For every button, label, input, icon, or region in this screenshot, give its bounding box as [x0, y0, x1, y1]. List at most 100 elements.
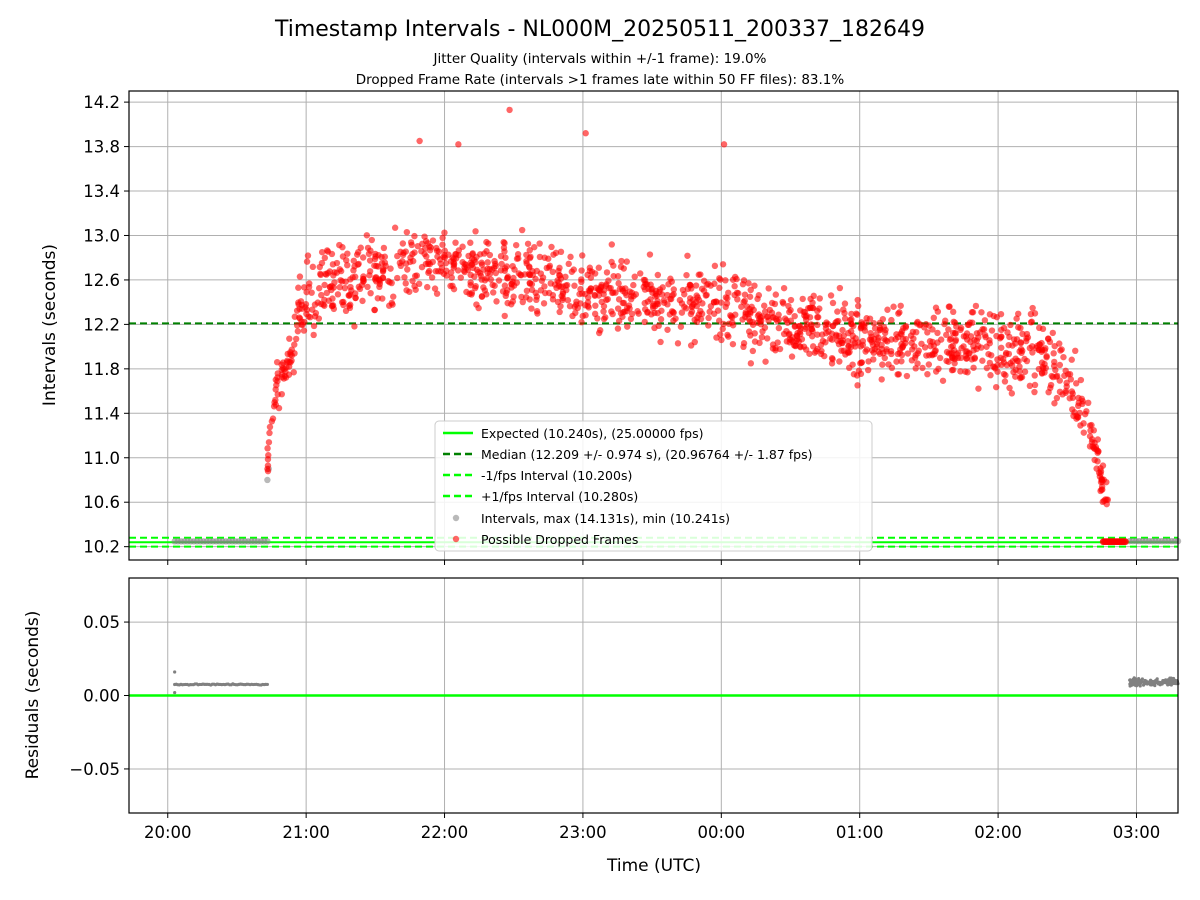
- dropped-point: [294, 328, 302, 335]
- dropped-point: [585, 304, 592, 311]
- dropped-point: [322, 270, 329, 278]
- dropped-point: [881, 329, 889, 337]
- dropped-point: [1001, 378, 1009, 385]
- dropped-point: [587, 274, 595, 281]
- dropped-point: [705, 314, 712, 322]
- dropped-point: [1031, 381, 1039, 389]
- dropped-point: [528, 281, 536, 288]
- dropped-point: [439, 241, 446, 248]
- dropped-point: [518, 226, 526, 234]
- dropped-point: [523, 287, 531, 295]
- top-ytick-label: 12.6: [83, 271, 120, 290]
- dropped-point: [548, 243, 555, 251]
- dropped-point: [684, 252, 691, 259]
- dropped-point: [751, 282, 758, 289]
- dropped-point: [1045, 335, 1052, 343]
- dropped-point: [806, 304, 814, 312]
- dropped-point: [814, 345, 821, 353]
- dropped-point: [720, 141, 728, 148]
- dropped-point: [1081, 410, 1089, 418]
- dropped-point: [293, 322, 301, 329]
- dropped-point: [441, 229, 448, 236]
- dropped-point: [403, 228, 411, 236]
- dropped-point: [936, 354, 944, 362]
- dropped-point: [607, 284, 614, 292]
- dropped-point: [461, 268, 468, 276]
- dropped-point: [924, 370, 931, 378]
- dropped-point: [1027, 319, 1035, 326]
- dropped-point: [850, 322, 857, 330]
- dropped-point: [1038, 370, 1046, 377]
- dropped-point: [794, 329, 801, 337]
- dropped-point: [817, 350, 825, 358]
- dropped-point: [648, 311, 655, 318]
- intervals-panel: 10.2 10.6 11.0 11.4 11.8 12.2 12.6 13.0 13.4 13.8…: [83, 90, 1182, 565]
- dropped-point: [640, 276, 648, 284]
- dropped-point: [627, 315, 635, 323]
- dropped-point: [309, 263, 317, 271]
- dropped-point: [265, 439, 273, 446]
- dropped-point: [672, 315, 679, 322]
- dropped-point: [292, 335, 300, 343]
- dropped-point: [757, 321, 765, 328]
- dropped-point: [923, 352, 930, 359]
- dropped-point: [1057, 347, 1064, 354]
- dropped-point: [491, 257, 498, 265]
- residual-point: [1169, 682, 1173, 686]
- dropped-point: [352, 294, 359, 302]
- dropped-point: [528, 305, 535, 312]
- dropped-point: [876, 350, 884, 357]
- dropped-point: [316, 263, 323, 271]
- dropped-point: [670, 309, 677, 317]
- dropped-point: [478, 276, 485, 283]
- dropped-point: [879, 361, 886, 368]
- dropped-point: [822, 339, 829, 346]
- dropped-point: [498, 260, 505, 268]
- dropped-point: [310, 331, 317, 339]
- dropped-point: [799, 295, 806, 303]
- dropped-point: [761, 308, 769, 315]
- dropped-point: [1006, 384, 1013, 392]
- dropped-point: [374, 295, 381, 302]
- top-ytick-label: 14.2: [83, 93, 120, 112]
- dropped-point: [844, 337, 852, 345]
- dropped-point: [952, 330, 959, 337]
- dropped-point: [578, 267, 585, 274]
- dropped-point: [471, 273, 478, 280]
- dropped-point: [729, 340, 737, 348]
- dropped-point: [702, 292, 710, 299]
- dropped-point: [1010, 336, 1018, 343]
- dropped-point: [1016, 368, 1023, 375]
- dropped-point: [447, 282, 454, 290]
- dropped-point: [873, 331, 880, 338]
- dropped-point: [791, 312, 798, 320]
- dropped-point: [998, 326, 1005, 334]
- dropped-point: [412, 272, 419, 280]
- dropped-point: [716, 284, 723, 292]
- dropped-point: [866, 315, 874, 322]
- dropped-point: [431, 285, 439, 292]
- dropped-point: [264, 456, 272, 463]
- dropped-point: [1043, 352, 1050, 360]
- dropped-point: [698, 285, 706, 292]
- dropped-point: [833, 331, 840, 339]
- time-xtick-label: 21:00: [282, 823, 330, 842]
- dropped-point: [929, 326, 936, 333]
- dropped-point: [356, 285, 364, 293]
- dropped-point: [761, 302, 768, 309]
- residual-point: [1141, 683, 1146, 687]
- dropped-point: [273, 358, 281, 366]
- dropped-point: [515, 255, 522, 262]
- dropped-point: [838, 347, 845, 354]
- dropped-point: [342, 278, 349, 285]
- dropped-point: [618, 257, 625, 265]
- dropped-point: [315, 285, 323, 292]
- dropped-point: [403, 287, 410, 294]
- dropped-point: [351, 263, 358, 270]
- dropped-point: [396, 259, 404, 267]
- dropped-point: [500, 238, 507, 246]
- dropped-point: [939, 377, 947, 384]
- dropped-point: [722, 303, 729, 311]
- dropped-point: [394, 274, 401, 282]
